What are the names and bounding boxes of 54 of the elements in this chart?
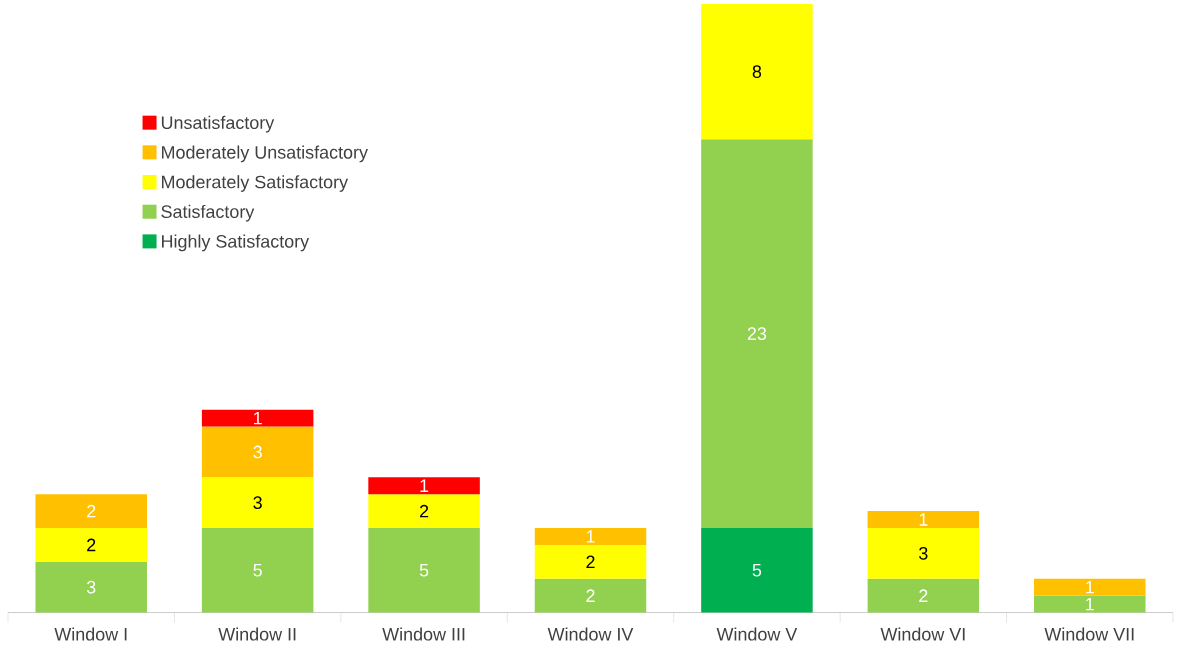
data-label: 2 (586, 589, 595, 603)
data-label: 1 (1086, 598, 1094, 611)
legend-label: Highly Satisfactory (162, 234, 310, 252)
bar (1034, 595, 1146, 613)
bar (368, 528, 480, 613)
data-label: 1 (1086, 581, 1094, 594)
bar (534, 528, 647, 546)
bar (35, 494, 147, 529)
bar (534, 545, 647, 579)
data-label: 2 (586, 555, 595, 569)
bar (1034, 578, 1146, 596)
legend-label: Moderately Unsatisfactory (162, 145, 368, 163)
legend-label: Moderately Satisfactory (162, 175, 349, 193)
bar (368, 494, 480, 529)
data-label: 1 (254, 412, 262, 425)
x-tick-label: Window V (716, 627, 798, 641)
x-tick-label: Window II (218, 627, 296, 641)
bar (201, 426, 314, 478)
bar (867, 511, 980, 529)
data-label: 1 (586, 530, 595, 543)
data-label: 1 (420, 479, 429, 493)
legend-label: Unsatisfactory (161, 116, 275, 133)
bar (201, 409, 314, 427)
x-tick-label: Window III (382, 627, 465, 641)
bar (201, 477, 314, 529)
data-label: 3 (253, 445, 262, 459)
data-label: 5 (752, 564, 762, 577)
x-tick-label: Window VI (880, 627, 965, 641)
bar (35, 528, 147, 563)
data-label: 5 (253, 564, 262, 577)
data-label: 23 (747, 327, 767, 341)
bar (867, 528, 980, 579)
bar (35, 562, 147, 613)
data-label: 2 (919, 589, 928, 603)
data-label: 3 (253, 496, 262, 510)
data-label: 2 (419, 505, 429, 518)
bar (534, 578, 647, 613)
bar (201, 528, 314, 613)
x-tick-label: Window I (54, 627, 127, 641)
data-label: 5 (419, 564, 429, 577)
x-tick-label: Window VII (1044, 627, 1134, 641)
bar (701, 528, 813, 613)
data-label: 8 (752, 65, 762, 79)
data-label: 2 (87, 538, 96, 552)
bar (368, 477, 480, 495)
data-label: 3 (86, 581, 96, 594)
x-tick-label: Window IV (547, 627, 634, 641)
data-label: 1 (919, 513, 928, 526)
bar (701, 139, 813, 529)
legend-label: Satisfactory (161, 205, 255, 222)
bar (867, 578, 980, 613)
bar (701, 4, 813, 140)
data-label: 2 (87, 505, 96, 518)
data-label: 3 (919, 547, 928, 560)
